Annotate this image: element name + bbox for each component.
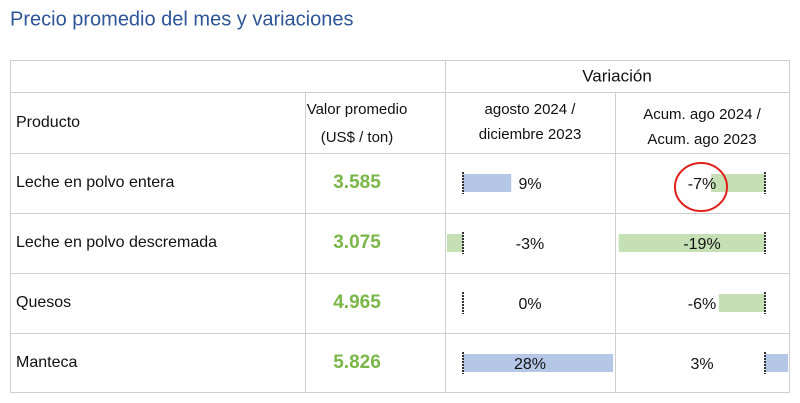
variation-label: -19% [683, 236, 720, 253]
average-value: 3.585 [333, 172, 381, 193]
column-header: Acum. ago 2024 / [643, 106, 761, 123]
column-header: Producto [16, 114, 80, 131]
average-value: 4.965 [333, 292, 381, 313]
column-header: (US$ / ton) [321, 129, 394, 146]
product-name: Leche en polvo descremada [16, 234, 217, 251]
data-bar [446, 234, 463, 252]
data-bar [711, 174, 765, 192]
column-header: Valor promedio [307, 101, 408, 118]
variation-label: -7% [688, 176, 716, 193]
page-title: Precio promedio del mes y variaciones [10, 8, 354, 30]
column-header: diciembre 2023 [479, 126, 582, 143]
column-header: Acum. ago 2023 [647, 131, 756, 148]
data-bar [765, 354, 789, 372]
data-bar [463, 174, 512, 192]
data-bar [618, 234, 765, 252]
variation-label: 28% [514, 356, 546, 373]
data-bar [718, 294, 765, 312]
variation-label: -6% [688, 296, 716, 313]
product-name: Leche en polvo entera [16, 174, 174, 191]
table-body: Leche en polvo entera 3.585 9% -7% Leche en … [16, 172, 789, 374]
table-frame [10, 60, 790, 393]
highlight-circle [674, 162, 728, 212]
average-value: 5.826 [333, 352, 381, 373]
column-header: agosto 2024 / [485, 101, 577, 118]
average-value: 3.075 [333, 232, 381, 253]
variation-label: 3% [690, 356, 713, 373]
variation-label: -3% [516, 236, 544, 253]
variation-label: 9% [518, 176, 541, 193]
group-header: Variación [582, 66, 652, 85]
data-bar [463, 354, 614, 372]
variation-label: 0% [518, 296, 541, 313]
product-name: Quesos [16, 294, 71, 311]
product-name: Manteca [16, 354, 77, 371]
